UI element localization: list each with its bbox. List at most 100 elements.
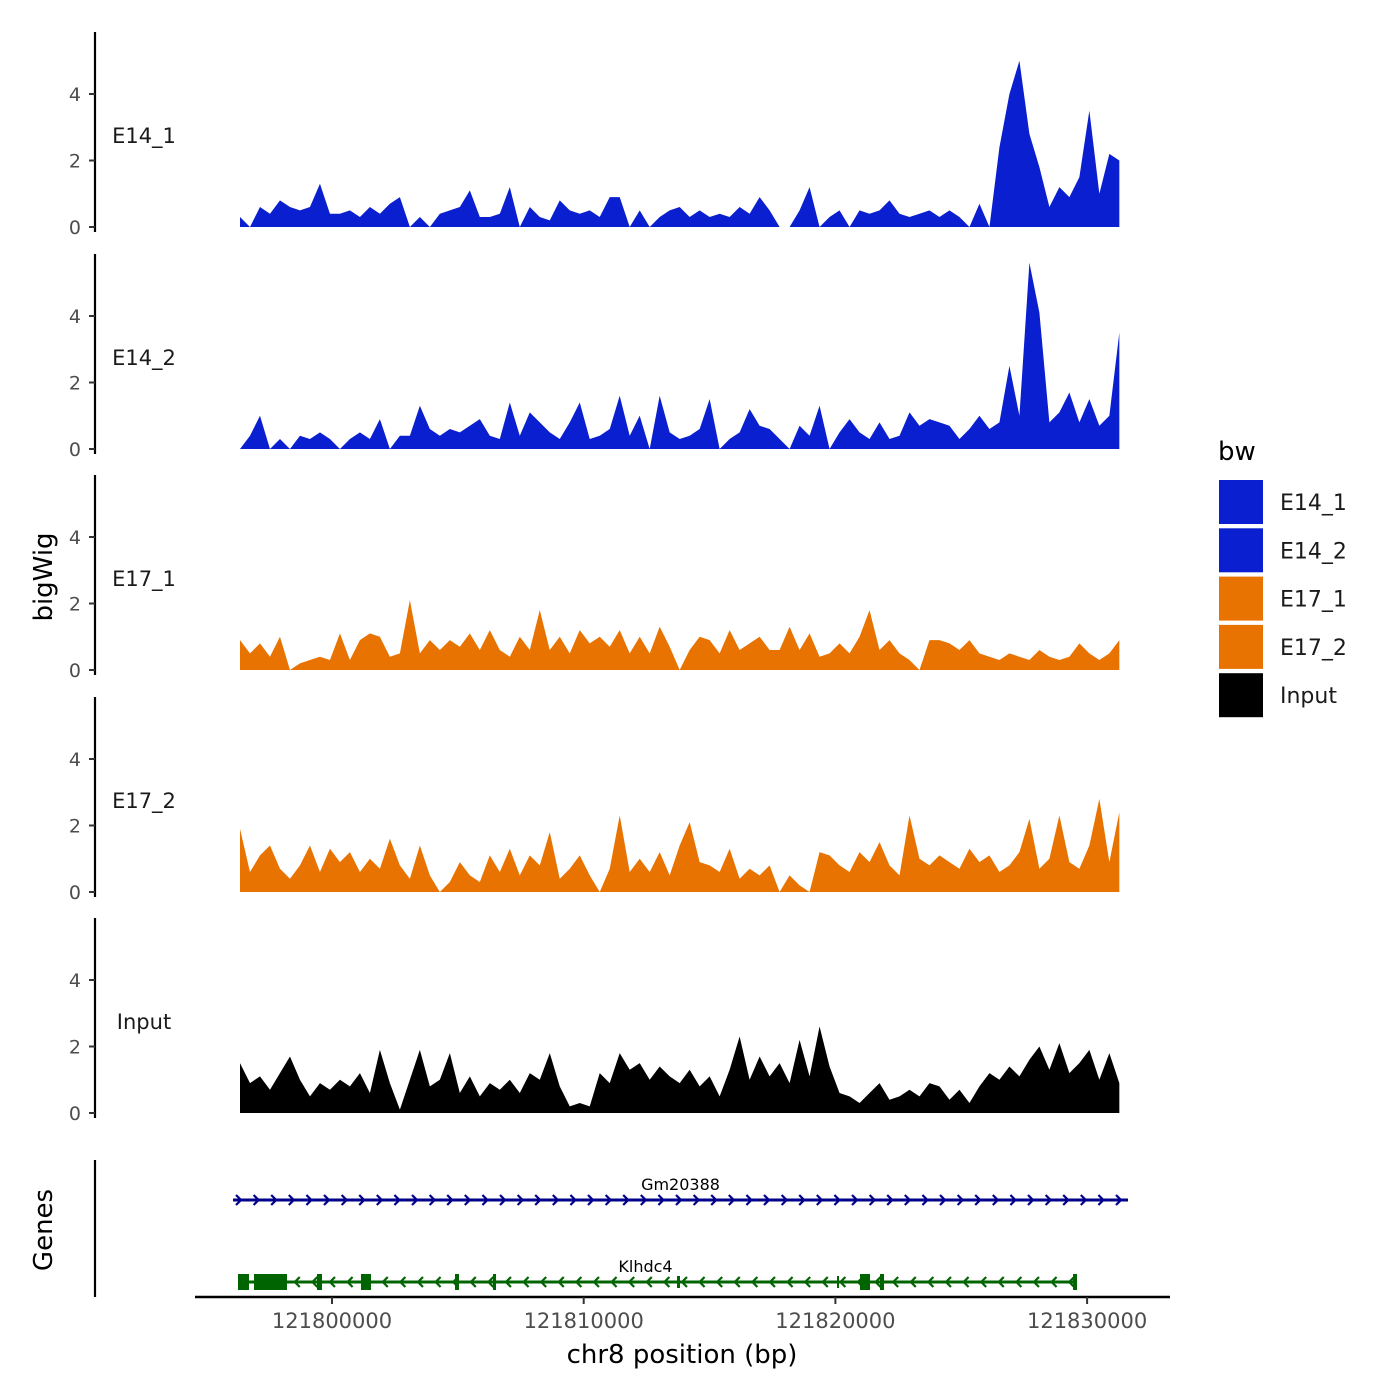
strand-arrow-icon (926, 1276, 935, 1288)
y-tick-label: 0 (69, 1103, 81, 1125)
strand-arrow-icon (874, 1276, 882, 1288)
strand-arrow-icon (979, 1276, 987, 1288)
strand-arrow-icon (745, 1194, 753, 1206)
x-axis: 121800000 121810000 121820000 121830000 (195, 1295, 1170, 1333)
y-tick-label: 4 (69, 749, 81, 771)
strand-arrow-icon (710, 1194, 718, 1206)
strand-arrow-icon (340, 1194, 349, 1206)
genes-panel: Gm20388 Klhdc4 (93, 1160, 1129, 1297)
strand-arrow-icon (1062, 1194, 1070, 1206)
track-panel-Input: 0 2 4 Input (69, 918, 1120, 1125)
track-panel-E14_2: 0 2 4 E14_2 (69, 254, 1120, 461)
strand-arrow-icon (288, 1194, 296, 1206)
strand-arrow-icon (886, 1194, 894, 1206)
strand-arrow-icon (816, 1194, 824, 1206)
strand-arrow-icon (768, 1276, 776, 1288)
strand-arrow-icon (481, 1194, 489, 1206)
legend-key-E14_2 (1219, 528, 1263, 573)
strand-arrow-icon (798, 1194, 806, 1206)
strand-arrow-icon (486, 1276, 495, 1288)
exon (237, 1274, 249, 1290)
strand-arrow-icon (680, 1276, 688, 1288)
area-E14_2 (240, 262, 1120, 449)
gene-Gm20388: Gm20388 (233, 1175, 1129, 1206)
strand-arrow-icon (974, 1194, 982, 1206)
legend-key-E17_1 (1219, 576, 1263, 621)
strand-arrow-icon (627, 1276, 635, 1288)
area-E17_1 (240, 600, 1120, 670)
strand-arrow-icon (574, 1276, 583, 1288)
strand-arrow-icon (662, 1276, 671, 1288)
strand-arrow-icon (763, 1194, 771, 1206)
y-tick-label: 2 (69, 816, 81, 838)
strand-arrow-icon (516, 1194, 525, 1206)
legend-label: E17_2 (1280, 636, 1347, 661)
y-tick-label: 0 (69, 439, 81, 461)
exon (493, 1274, 497, 1290)
exon (455, 1274, 460, 1290)
strand-arrow-icon (310, 1276, 319, 1288)
genes-axis-title: Genes (29, 1189, 59, 1271)
strand-arrow-icon (235, 1194, 243, 1206)
strand-arrow-icon (997, 1276, 1005, 1288)
strand-arrow-icon (733, 1276, 741, 1288)
strand-arrow-icon (657, 1194, 665, 1206)
strand-arrow-icon (1080, 1194, 1088, 1206)
strand-arrow-icon (398, 1276, 407, 1288)
exon (677, 1276, 680, 1288)
gene-label: Klhdc4 (618, 1257, 672, 1276)
y-tick-label: 2 (69, 373, 81, 395)
strand-arrow-icon (1009, 1194, 1017, 1206)
y-tick-label: 0 (69, 660, 81, 682)
strand-arrow-icon (868, 1194, 877, 1206)
strand-arrow-icon (821, 1276, 829, 1288)
strand-arrow-icon (780, 1194, 789, 1206)
exon (360, 1274, 371, 1290)
exon (253, 1274, 287, 1290)
legend-title: bw (1218, 437, 1256, 467)
strand-arrow-icon (692, 1194, 701, 1206)
strand-arrow-icon (557, 1276, 565, 1288)
exon (860, 1274, 871, 1290)
legend-key-E14_1 (1219, 480, 1263, 524)
strand-arrow-icon (904, 1194, 912, 1206)
strand-arrow-icon (921, 1194, 929, 1206)
strand-arrow-icon (434, 1276, 442, 1288)
area-E17_2 (240, 798, 1120, 892)
exon (837, 1276, 840, 1288)
y-tick-label: 2 (69, 594, 81, 616)
strand-arrow-icon (587, 1194, 595, 1206)
strand-arrow-icon (270, 1194, 278, 1206)
area-Input (240, 1026, 1120, 1113)
x-tick-label: 121800000 (272, 1309, 392, 1333)
strand-arrow-icon (504, 1276, 512, 1288)
strand-arrow-icon (464, 1194, 472, 1206)
strand-arrow-icon (698, 1276, 706, 1288)
strand-arrow-icon (592, 1276, 600, 1288)
strand-arrow-icon (728, 1194, 736, 1206)
strand-arrow-icon (469, 1276, 477, 1288)
strand-arrow-icon (838, 1276, 847, 1288)
strand-arrow-icon (539, 1276, 547, 1288)
legend-label: Input (1280, 684, 1337, 709)
strand-arrow-icon (569, 1194, 577, 1206)
gene-Klhdc4: Klhdc4 (237, 1257, 1078, 1290)
strand-arrow-icon (534, 1194, 542, 1206)
track-label: E17_2 (112, 789, 176, 814)
x-tick-label: 121810000 (524, 1309, 644, 1333)
strand-arrow-icon (675, 1194, 683, 1206)
strand-arrow-icon (393, 1194, 401, 1206)
strand-arrow-icon (640, 1194, 648, 1206)
strand-arrow-icon (803, 1276, 811, 1288)
strand-arrow-icon (428, 1194, 437, 1206)
track-panel-E17_2: 0 2 4 E17_2 (69, 697, 1120, 904)
track-label: E14_2 (112, 346, 176, 371)
strand-arrow-icon (1097, 1194, 1105, 1206)
strand-arrow-icon (293, 1276, 301, 1288)
strand-arrow-icon (891, 1276, 899, 1288)
track-panel-E14_1: 0 2 4 E14_1 (69, 32, 1120, 239)
strand-arrow-icon (1050, 1276, 1058, 1288)
strand-arrow-icon (645, 1276, 653, 1288)
strand-arrow-icon (715, 1276, 723, 1288)
